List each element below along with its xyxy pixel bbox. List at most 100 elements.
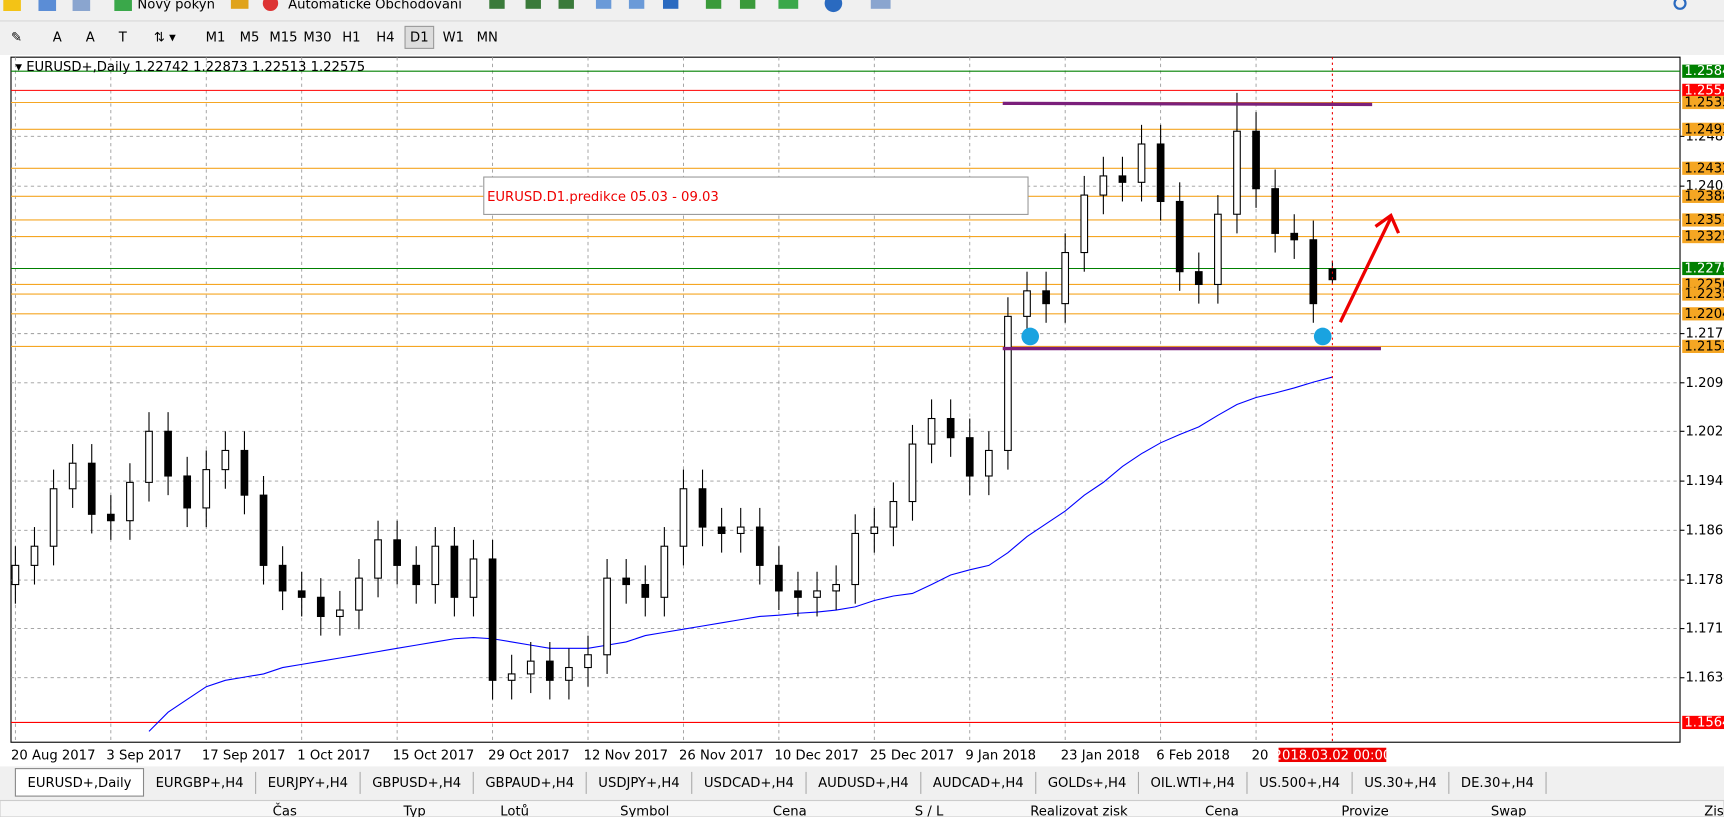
annotation: EURUSD.D1.predikce 05.03 - 09.03 — [487, 190, 719, 205]
level-tag — [1682, 229, 1724, 244]
timeframe[interactable]: MN — [477, 30, 498, 45]
chart-header: ▾ EURUSD+,Daily 1.22742 1.22873 1.22513 … — [15, 60, 365, 75]
chart-tab[interactable]: GBPUSD+,H4 — [372, 776, 461, 791]
candle-body — [87, 462, 96, 515]
chart-tab[interactable]: EURUSD+,Daily — [27, 776, 131, 791]
candle-body — [68, 462, 77, 490]
timeframe[interactable]: M5 — [240, 30, 260, 45]
icon[interactable] — [705, 0, 722, 9]
candle-body — [145, 430, 153, 483]
candle-body — [794, 590, 802, 598]
icon[interactable] — [230, 0, 249, 9]
icon[interactable] — [628, 0, 645, 9]
timeframe[interactable]: M30 — [303, 30, 331, 45]
level-label: 1.2204 — [1684, 307, 1724, 322]
candle-body — [1156, 143, 1165, 203]
icon[interactable] — [870, 0, 891, 9]
new-order[interactable]: Nový pokyn — [137, 0, 215, 12]
column-header[interactable]: Čas — [273, 802, 297, 820]
candle-body — [1271, 188, 1279, 234]
column-header[interactable]: Zis — [1704, 805, 1724, 820]
x-tick-label: 15 Oct 2017 — [393, 748, 475, 763]
icon[interactable] — [38, 0, 57, 11]
x-tick-label: 26 Nov 2017 — [679, 748, 763, 763]
chart-tab[interactable]: GBPAUD+,H4 — [485, 776, 574, 791]
candle-body — [965, 437, 974, 477]
icon[interactable] — [262, 0, 279, 11]
candle-body — [927, 417, 936, 445]
candle-body — [488, 558, 497, 681]
tool-icon[interactable]: T — [118, 30, 128, 45]
chart-tab[interactable]: EURJPY+,H4 — [268, 776, 348, 791]
column-header[interactable]: Symbol — [620, 805, 669, 820]
timeframe[interactable]: W1 — [443, 30, 464, 45]
column-header[interactable]: Swap — [1491, 805, 1527, 820]
timeframe[interactable]: D1 — [410, 30, 429, 45]
chart-tab[interactable]: EURGBP+,H4 — [156, 776, 244, 791]
level-label: 1.2493 — [1684, 122, 1724, 137]
grid — [10, 57, 1681, 743]
timeframe[interactable]: M15 — [269, 30, 297, 45]
chart-tab[interactable]: AUDUSD+,H4 — [818, 776, 909, 791]
tool-icon[interactable]: A — [53, 30, 62, 45]
chart-tab[interactable]: USDCAD+,H4 — [704, 776, 794, 791]
icon[interactable] — [739, 0, 756, 9]
icon[interactable] — [72, 0, 91, 11]
icon[interactable] — [3, 0, 21, 11]
tool-icon[interactable]: ⇅ ▾ — [154, 30, 176, 45]
column-header[interactable]: Cena — [1205, 805, 1239, 820]
chart-tab[interactable]: OIL.WTI+,H4 — [1151, 776, 1235, 791]
chart-tab[interactable]: USDJPY+,H4 — [598, 776, 679, 791]
candle-body — [1118, 175, 1127, 183]
icon[interactable] — [558, 0, 574, 9]
candle-body — [106, 513, 115, 522]
tool-icon[interactable]: ✎ — [11, 30, 22, 45]
chart-tab[interactable]: DE.30+,H4 — [1461, 776, 1534, 791]
timeframe[interactable]: H4 — [376, 30, 394, 45]
chart-tab[interactable]: US.30+,H4 — [1364, 776, 1437, 791]
column-header[interactable]: Typ — [403, 805, 426, 820]
candle-body — [660, 545, 669, 598]
candle-body — [584, 654, 592, 669]
candle-body — [1004, 315, 1012, 452]
chart-tab[interactable]: GOLDs+,H4 — [1048, 776, 1127, 791]
candle-body — [336, 609, 344, 618]
column-header[interactable]: Lotů — [500, 804, 529, 820]
column-header[interactable]: Provize — [1341, 805, 1388, 820]
candle-body — [1290, 232, 1299, 241]
icon[interactable] — [595, 0, 612, 9]
column-header[interactable]: S / L — [915, 805, 944, 820]
active-tab — [14, 768, 145, 797]
candle-body — [1137, 143, 1146, 183]
level-tag — [1682, 339, 1724, 353]
candle-body — [813, 590, 821, 598]
icon[interactable] — [824, 0, 843, 13]
icon[interactable] — [525, 0, 541, 9]
icon[interactable] — [489, 0, 505, 9]
icon[interactable] — [778, 0, 799, 9]
auto-trading[interactable]: Automatické Obchodování — [288, 0, 463, 12]
level-label: 1.2325 — [1684, 230, 1724, 245]
search-icon[interactable] — [1673, 0, 1687, 10]
column-header[interactable]: Realizovat zisk — [1030, 805, 1128, 820]
candle-body — [240, 449, 249, 496]
forecast-arrow — [1338, 212, 1401, 323]
x-tick-label: 1 Oct 2017 — [297, 748, 370, 763]
level-tag — [1682, 95, 1724, 110]
timeframe[interactable]: M1 — [206, 30, 226, 45]
candle-body — [259, 494, 268, 566]
candle-body — [755, 526, 764, 566]
icon[interactable] — [662, 0, 679, 9]
candle-body — [946, 417, 955, 439]
cursor-tag — [1278, 747, 1387, 763]
candle-body — [1099, 175, 1108, 196]
timeframe[interactable]: H1 — [342, 30, 360, 45]
column-header[interactable]: Cena — [773, 805, 807, 820]
tool-icon[interactable]: A — [86, 30, 95, 45]
icon[interactable] — [114, 0, 132, 11]
chart-tab[interactable]: US.500+,H4 — [1259, 776, 1340, 791]
chart-tab[interactable]: AUDCAD+,H4 — [933, 776, 1024, 791]
candle-body — [1233, 130, 1241, 215]
candle-body — [355, 577, 363, 611]
